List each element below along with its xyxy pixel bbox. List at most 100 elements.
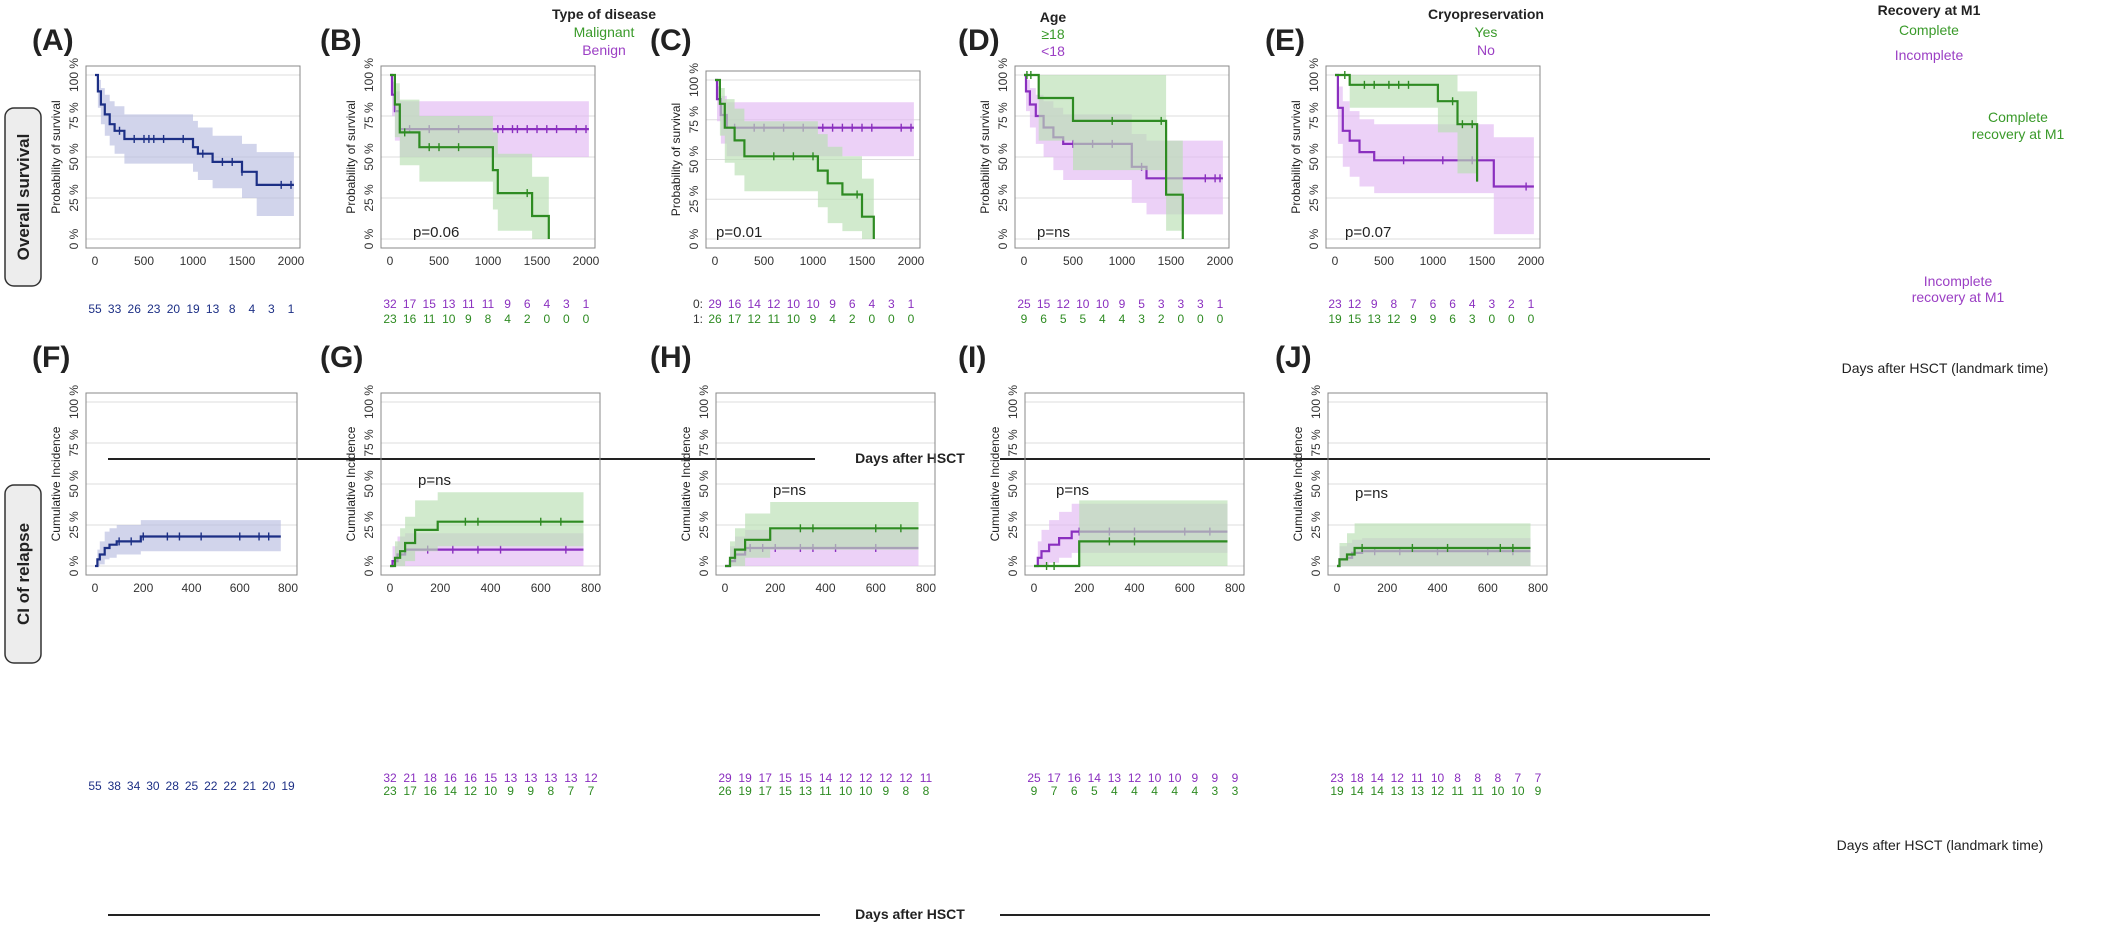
y-tick-label: 75 % xyxy=(996,102,1010,130)
panel-g: (G) 0 % 25 % 50 % 75 % 100 % Cumulative Incide… xyxy=(320,341,601,798)
at-risk-count: 0 xyxy=(1508,312,1515,326)
step-line xyxy=(1024,73,1184,239)
p-value-annotation: p=ns xyxy=(1355,485,1388,502)
at-risk-count: 7 xyxy=(1535,771,1542,785)
at-risk-count: 3 xyxy=(1488,297,1495,311)
series-1: 19 15 13 12 9 9 6 3 0 0 0 xyxy=(1328,71,1535,326)
at-risk-count: 12 xyxy=(1057,297,1071,311)
at-risk-count: 4 xyxy=(1191,784,1198,798)
at-risk-count: 11 xyxy=(819,784,832,798)
series-0: 55 38 34 30 28 25 22 22 21 20 19 xyxy=(88,520,295,793)
at-risk-count: 13 xyxy=(1391,784,1405,798)
y-axis-label: Probability of survival xyxy=(1289,100,1303,213)
x-tick-label: 200 xyxy=(430,581,450,595)
at-risk-count: 9 xyxy=(507,784,514,798)
at-risk-count: 22 xyxy=(204,779,218,793)
at-risk-count: 3 xyxy=(1469,312,1476,326)
at-risk-count: 13 xyxy=(504,771,518,785)
x-tick-label: 0 xyxy=(92,254,99,268)
y-tick-label: 25 % xyxy=(67,184,81,212)
bottom-divider: Days after HSCT xyxy=(108,906,1710,922)
panel-a: (A) 0 % 25 % 50 % 75 % 100 % Probability of su… xyxy=(32,24,305,316)
at-risk-count: 11 xyxy=(462,297,475,311)
at-risk-count: 1 xyxy=(1217,297,1224,311)
y-tick-label: 100 % xyxy=(687,63,701,97)
at-risk-count: 15 xyxy=(1037,297,1051,311)
x-tick-label: 200 xyxy=(133,581,153,595)
at-risk-count: 15 xyxy=(779,771,793,785)
legend-title: Cryopreservation xyxy=(1428,6,1544,22)
legend-title: Type of disease xyxy=(552,6,656,22)
at-risk-count: 7 xyxy=(588,784,595,798)
at-risk-count: 19 xyxy=(738,771,752,785)
at-risk-count: 25 xyxy=(1027,771,1041,785)
at-risk-count: 19 xyxy=(281,779,295,793)
at-risk-count: 9 xyxy=(1191,771,1198,785)
at-risk-count: 6 xyxy=(1040,312,1047,326)
at-risk-count: 13 xyxy=(799,784,813,798)
at-risk-count: 12 xyxy=(859,771,873,785)
at-risk-count: 55 xyxy=(88,779,102,793)
x-tick-label: 400 xyxy=(1124,581,1144,595)
at-risk-count: 12 xyxy=(1391,771,1405,785)
y-tick-label: 75 % xyxy=(1006,429,1020,457)
at-risk-count: 6 xyxy=(1071,784,1078,798)
at-risk-count: 8 xyxy=(903,784,910,798)
plot-frame xyxy=(380,65,596,249)
y-tick-label: 50 % xyxy=(996,143,1010,171)
p-value-annotation: p=ns xyxy=(1037,224,1070,241)
at-risk-count: 9 xyxy=(829,297,836,311)
at-risk-count: 16 xyxy=(1068,771,1082,785)
at-risk-count: 25 xyxy=(185,779,199,793)
at-risk-count: 3 xyxy=(1232,784,1239,798)
y-axis-label: Probability of survival xyxy=(49,100,63,213)
at-risk-count: 14 xyxy=(444,784,458,798)
x-tick-label: 500 xyxy=(1374,254,1394,268)
y-tick-label: 25 % xyxy=(1307,184,1321,212)
annotation-incomplete-line2: recovery at M1 xyxy=(1912,289,2005,305)
step-line xyxy=(1337,546,1531,568)
x-tick-label: 0 xyxy=(387,254,394,268)
y-tick-label: 100 % xyxy=(67,58,81,92)
y-tick-label: 100 % xyxy=(1309,385,1323,419)
row-label-text: Overall survival xyxy=(14,134,33,261)
at-risk-count: 9 xyxy=(1430,312,1437,326)
at-risk-count: 11 xyxy=(423,312,436,326)
x-tick-label: 1500 xyxy=(1158,254,1185,268)
at-risk-count: 2 xyxy=(1158,312,1165,326)
series-0: 23 12 9 8 7 6 6 4 3 2 1 xyxy=(1328,73,1535,311)
at-risk-count: 25 xyxy=(1017,297,1031,311)
at-risk-count: 8 xyxy=(485,312,492,326)
at-risk-count: 15 xyxy=(799,771,813,785)
x-tick-label: 0 xyxy=(712,254,719,268)
x-tick-label: 0 xyxy=(1332,254,1339,268)
y-tick-label: 100 % xyxy=(1307,58,1321,92)
at-risk-count: 23 xyxy=(1328,297,1342,311)
x-tick-label: 800 xyxy=(1528,581,1548,595)
at-risk-count: 1 xyxy=(1528,297,1535,311)
plot-frame xyxy=(1327,392,1548,576)
legend-cryopreservation: Cryopreservation Yes No xyxy=(1428,6,1544,58)
panel-letter: (B) xyxy=(320,24,362,57)
y-axis-label: Probability of survival xyxy=(978,100,992,213)
at-risk-count: 4 xyxy=(1099,312,1106,326)
at-risk-count: 21 xyxy=(243,779,257,793)
at-risk-count: 16 xyxy=(464,771,478,785)
risk-row-label: 0: xyxy=(693,297,703,311)
at-risk-count: 14 xyxy=(1371,771,1385,785)
confidence-band xyxy=(1337,523,1531,566)
at-risk-count: 9 xyxy=(504,297,511,311)
series-0: 29 19 17 15 15 14 12 12 12 12 11 xyxy=(718,529,933,785)
at-risk-count: 11 xyxy=(768,312,781,326)
at-risk-count: 12 xyxy=(1387,312,1401,326)
at-risk-count: 10 xyxy=(859,784,873,798)
y-tick-label: 0 % xyxy=(996,228,1010,249)
y-tick-label: 50 % xyxy=(697,470,711,498)
panel-j: (J) 0 % 25 % 50 % 75 % 100 % Cumulative Incide… xyxy=(1275,341,1548,798)
at-risk-count: 12 xyxy=(584,771,598,785)
y-tick-label: 0 % xyxy=(1307,228,1321,249)
panel-letter: (E) xyxy=(1265,24,1305,57)
y-tick-label: 25 % xyxy=(697,511,711,539)
